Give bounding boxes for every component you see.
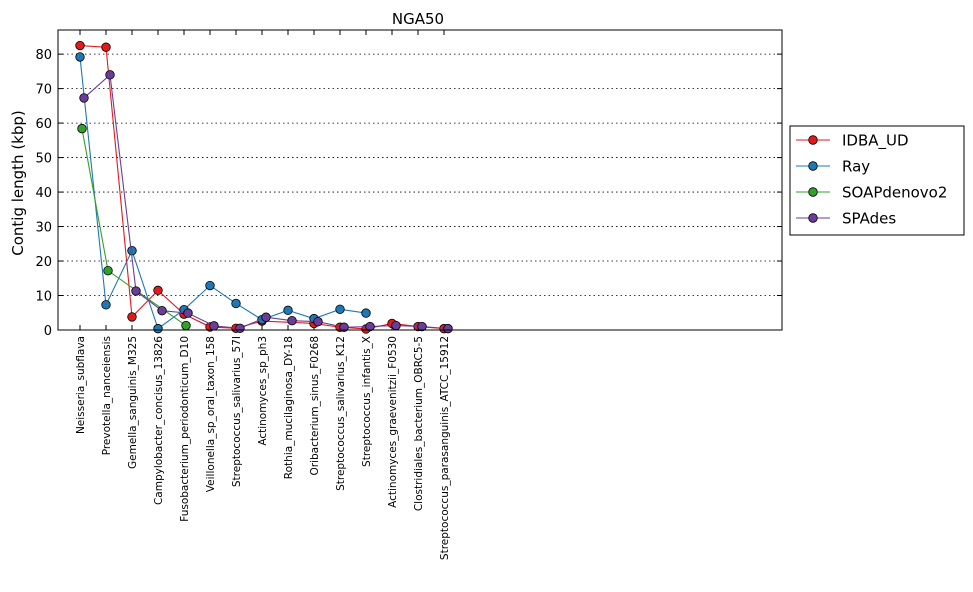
data-point bbox=[231, 298, 241, 309]
legend-marker bbox=[808, 161, 818, 171]
x-tick-label: Streptococcus_parasanguinis_ATCC_15912 bbox=[439, 336, 451, 560]
data-point bbox=[77, 123, 87, 134]
legend-box bbox=[789, 125, 965, 236]
y-tick-label: 30 bbox=[35, 221, 52, 236]
y-tick-label: 0 bbox=[44, 324, 52, 339]
data-point bbox=[131, 286, 141, 296]
x-tick-label: Gemella_sanguinis_M325 bbox=[127, 336, 139, 469]
x-tick-label: Actinomyces_graevenitzii_F0530 bbox=[387, 336, 399, 508]
x-tick-label: Clostridiales_bacterium_OBRC5-5 bbox=[413, 336, 425, 511]
legend-label: SPAdes bbox=[842, 210, 896, 228]
data-point bbox=[205, 280, 215, 291]
data-point bbox=[75, 40, 85, 51]
data-point bbox=[365, 321, 375, 332]
series-SPAdes bbox=[79, 70, 453, 334]
legend-marker bbox=[808, 135, 818, 145]
data-point bbox=[75, 52, 85, 62]
y-tick-label: 10 bbox=[35, 290, 52, 305]
x-tick-label: Neisseria_subflava bbox=[75, 336, 87, 434]
y-tick-label: 50 bbox=[35, 152, 52, 167]
data-point bbox=[181, 320, 191, 331]
x-tick-label: Rothia_mucilaginosa_DY-18 bbox=[283, 336, 295, 479]
data-point bbox=[283, 305, 293, 316]
data-point bbox=[335, 304, 345, 315]
data-point bbox=[361, 308, 371, 318]
x-axis-ticks: Neisseria_subflava Prevotella_nanceiensis… bbox=[75, 30, 451, 560]
data-point bbox=[261, 312, 271, 322]
x-tick-label: Veillonella_sp_oral_taxon_158 bbox=[205, 336, 217, 492]
data-point bbox=[157, 305, 167, 316]
series-SOAPdenovo2 bbox=[77, 123, 191, 331]
y-axis-label: Contig length (kbp) bbox=[9, 110, 27, 256]
x-tick-label: Actinomyces_sp_ph3 bbox=[257, 336, 269, 446]
y-axis-ticks: 0 10 20 30 40 50 60 70 80 bbox=[35, 48, 782, 339]
x-tick-label: Streptococcus_infantis_X bbox=[361, 336, 373, 467]
grid bbox=[58, 53, 782, 296]
data-point bbox=[209, 321, 219, 331]
legend-label: IDBA_UD bbox=[842, 132, 909, 151]
series-lines bbox=[75, 40, 453, 334]
data-point bbox=[79, 93, 89, 103]
legend-marker bbox=[808, 187, 818, 197]
x-tick-label: Streptococcus_salivarius_K12 bbox=[335, 336, 347, 491]
data-point bbox=[417, 321, 427, 332]
y-tick-label: 60 bbox=[35, 117, 52, 132]
x-tick-label: Campylobacter_concisus_13826 bbox=[153, 336, 165, 505]
data-point bbox=[235, 323, 245, 333]
legend-label: SOAPdenovo2 bbox=[842, 184, 947, 202]
x-tick-label: Fusobacterium_periodonticum_D10 bbox=[179, 336, 191, 522]
data-point bbox=[101, 42, 111, 52]
data-point bbox=[443, 323, 453, 334]
y-tick-label: 20 bbox=[35, 255, 52, 270]
series-line bbox=[79, 44, 445, 330]
legend: IDBA_UD Ray SOAPdenovo2 SPAdes bbox=[789, 125, 965, 236]
series-line bbox=[79, 56, 367, 330]
data-point bbox=[103, 265, 113, 276]
data-point bbox=[127, 312, 137, 322]
legend-marker bbox=[808, 213, 818, 223]
data-point bbox=[287, 315, 297, 326]
y-tick-label: 70 bbox=[35, 83, 52, 98]
data-point bbox=[313, 317, 323, 327]
plot-frame bbox=[57, 29, 783, 331]
y-tick-label: 80 bbox=[35, 48, 52, 63]
x-tick-label: Prevotella_nanceiensis bbox=[101, 336, 113, 455]
y-tick-label: 40 bbox=[35, 186, 52, 201]
data-point bbox=[101, 300, 111, 310]
chart-title: NGA50 bbox=[392, 10, 444, 28]
legend-label: Ray bbox=[842, 158, 870, 176]
data-point bbox=[391, 320, 401, 331]
data-point bbox=[153, 285, 163, 296]
data-point bbox=[339, 322, 349, 332]
x-tick-label: Oribacterium_sinus_F0268 bbox=[309, 336, 321, 476]
data-point bbox=[183, 308, 193, 318]
data-point bbox=[105, 70, 115, 80]
x-tick-label: Streptococcus_salivarius_57I bbox=[231, 336, 243, 487]
data-point bbox=[153, 323, 163, 334]
